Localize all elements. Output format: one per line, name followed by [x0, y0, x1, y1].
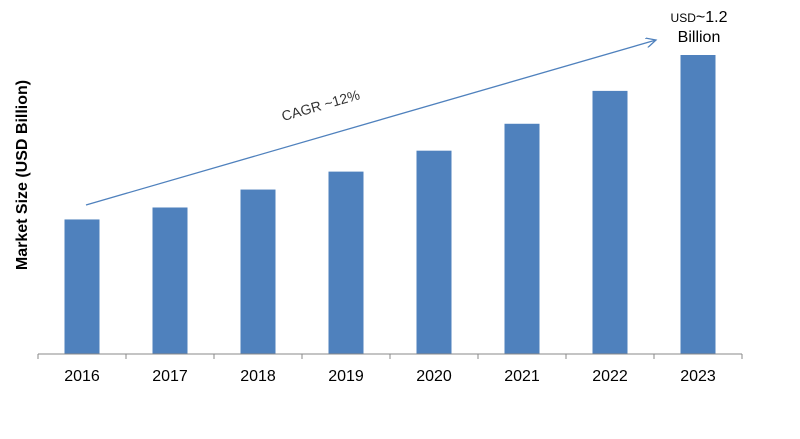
bar-2021 [504, 123, 540, 355]
bar-2018 [240, 189, 276, 354]
end-value-prefix: USD [671, 11, 697, 25]
bar-2019 [328, 171, 364, 354]
bar-2016 [64, 219, 100, 354]
x-tick-label-2021: 2021 [504, 368, 540, 385]
bar-2017 [152, 207, 188, 354]
end-value-number: ~1.2 [696, 9, 728, 26]
end-value-unit: Billion [678, 29, 721, 46]
y-axis-label: Market Size (USD Billion) [14, 79, 31, 271]
x-tick-label-2019: 2019 [328, 368, 364, 385]
cagr-label: CAGR ~12% [280, 86, 362, 124]
x-tick-label-2016: 2016 [64, 368, 100, 385]
x-ticks [37, 354, 743, 359]
x-tick-labels: 2016 2017 2018 2019 2020 2021 2022 2023 [64, 368, 716, 385]
x-tick-label-2022: 2022 [592, 368, 628, 385]
bars-layer [64, 55, 716, 355]
bar-2020 [416, 150, 452, 354]
x-tick-label-2018: 2018 [240, 368, 276, 385]
end-value-label: USD~1.2 [671, 9, 728, 26]
y-axis-title: Market Size (USD Billion) [8, 40, 38, 310]
bar-2022 [592, 90, 628, 354]
bar-2023 [680, 55, 716, 354]
cagr-arrow [85, 40, 656, 206]
x-tick-label-2023: 2023 [680, 368, 716, 385]
x-tick-label-2017: 2017 [152, 368, 188, 385]
x-tick-label-2020: 2020 [416, 368, 452, 385]
